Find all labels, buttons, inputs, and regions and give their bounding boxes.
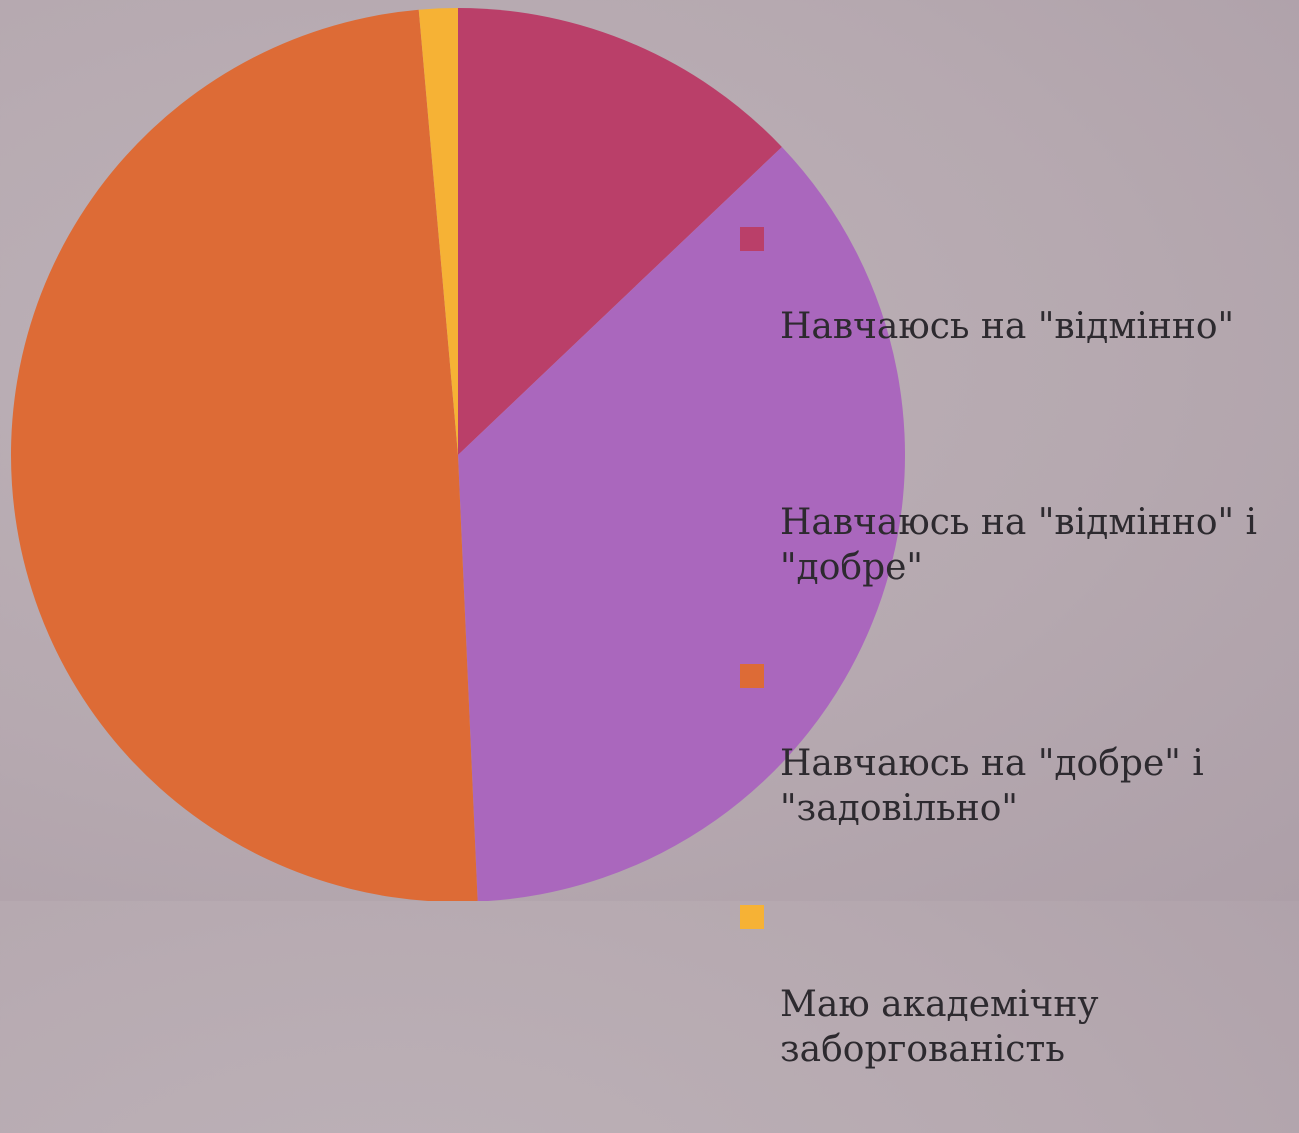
- legend-item-excellent: Навчаюсь на "відмінно": [740, 214, 1299, 394]
- legend-label-good-satisfactory: Навчаюсь на "добре" і "задовільно": [780, 743, 1204, 829]
- legend-item-good-satisfactory: Навчаюсь на "добре" і "задовільно": [740, 651, 1299, 876]
- pie-slice-good-satisfactory: [11, 9, 478, 901]
- legend-swatch-good-satisfactory: [740, 664, 764, 688]
- legend-swatch-academic-debt: [740, 905, 764, 929]
- pie-slice-excellent: [458, 8, 782, 455]
- pie-chart: [11, 8, 905, 901]
- legend-label-excellent: Навчаюсь на "відмінно": [780, 306, 1235, 347]
- pie-slice-excellent-good: [458, 146, 905, 901]
- chart-area: Навчаюсь на "відмінно" Навчаюсь на "відм…: [11, 8, 1257, 1070]
- legend-item-academic-debt: Маю академічну заборгованість: [740, 892, 1299, 1117]
- legend: Навчаюсь на "відмінно" Навчаюсь на "відм…: [740, 214, 1299, 1133]
- legend-swatch-excellent: [740, 227, 764, 251]
- legend-item-excellent-good: Навчаюсь на "відмінно" і "добре": [740, 410, 1299, 635]
- pie-slice-academic-debt: [418, 8, 458, 455]
- legend-swatch-excellent-good: [740, 423, 764, 447]
- legend-label-excellent-good: Навчаюсь на "відмінно" і "добре": [780, 502, 1258, 588]
- legend-label-academic-debt: Маю академічну заборгованість: [780, 984, 1099, 1070]
